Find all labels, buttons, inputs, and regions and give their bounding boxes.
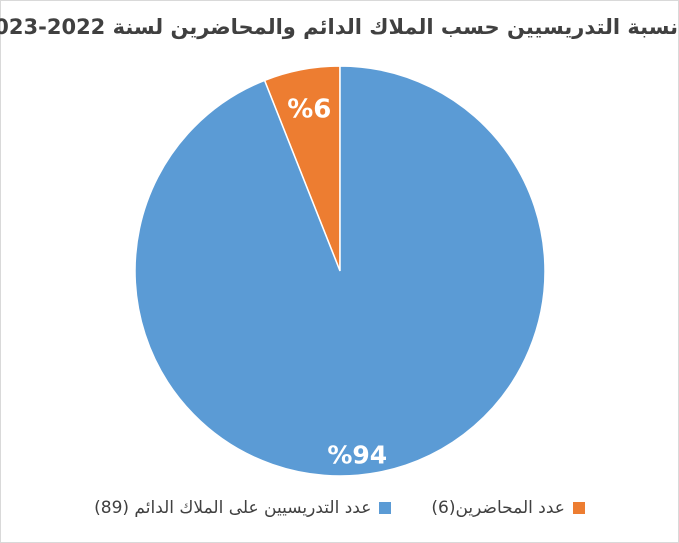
data-label-lecturers: %6 [287, 94, 331, 124]
legend-swatch-permanent-staff [379, 502, 392, 514]
legend-label-lecturers: عدد المحاضرين(6) [431, 498, 565, 518]
legend-swatch-lecturers [572, 502, 585, 514]
legend-item-lecturers: عدد المحاضرين(6) [431, 498, 585, 518]
legend-item-permanent-staff: عدد التدريسيين على الملاك الدائم (89) [94, 498, 392, 518]
pie-labels: %6 %94 [287, 94, 387, 469]
pie-slice-permanent-staff [134, 65, 546, 477]
chart-title: نسبة التدريسيين حسب الملاك الدائم والمحا… [0, 15, 678, 39]
chart-legend: عدد المحاضرين(6) عدد التدريسيين على المل… [1, 498, 678, 518]
data-label-permanent-staff: %94 [327, 441, 387, 470]
pie-slices [134, 65, 546, 477]
legend-label-permanent-staff: عدد التدريسيين على الملاك الدائم (89) [94, 498, 372, 518]
